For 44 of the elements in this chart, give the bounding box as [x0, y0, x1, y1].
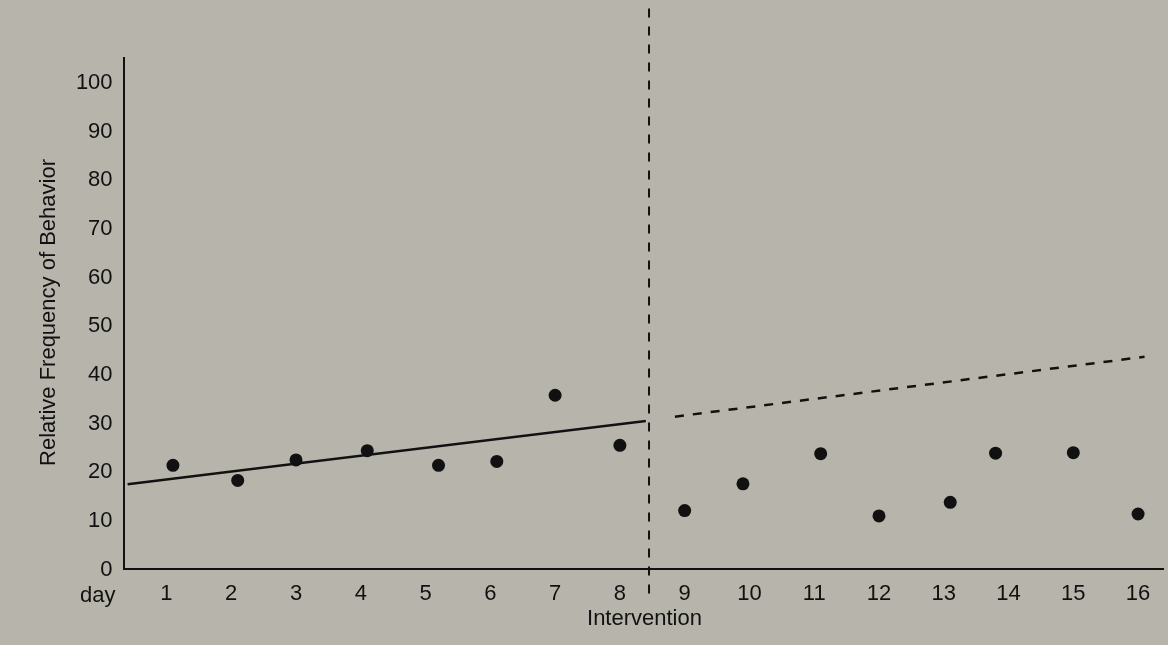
x-tick-label: 5 — [419, 580, 432, 606]
y-tick-label: 80 — [88, 166, 113, 192]
y-tick-label: 0 — [100, 555, 113, 581]
point — [613, 438, 627, 452]
x-tick-label: 15 — [1061, 580, 1086, 606]
x-tick-label: 2 — [225, 580, 238, 606]
y-tick-label: 40 — [88, 361, 113, 387]
y-tick-label: 70 — [88, 215, 113, 241]
y-tick-label: 30 — [88, 409, 113, 435]
x-tick-label: 6 — [484, 580, 497, 606]
y-axis-title: Relative Frequency of Behavior — [35, 159, 61, 466]
point — [490, 454, 504, 468]
point — [1066, 446, 1080, 460]
x-tick-label: 13 — [931, 580, 956, 606]
y-tick-label: 20 — [88, 458, 113, 484]
point — [166, 458, 180, 472]
point — [548, 388, 562, 402]
x-tick-label: 10 — [737, 580, 762, 606]
point — [872, 509, 886, 523]
x-tick-label: 16 — [1125, 580, 1151, 606]
x-tick-label: 11 — [802, 580, 826, 606]
y-tick-label: 90 — [88, 117, 113, 143]
point — [814, 447, 828, 461]
point — [231, 473, 245, 487]
x-tick-label: 14 — [996, 580, 1021, 606]
point — [678, 504, 692, 518]
point — [989, 446, 1003, 460]
point — [943, 495, 957, 509]
y-tick-label: 100 — [75, 69, 113, 95]
x-tick-label: 8 — [613, 580, 627, 606]
text: day — [80, 582, 116, 607]
x-tick-label: 3 — [289, 580, 303, 606]
x-tick-label: 1 — [160, 580, 173, 606]
x-tick-label: 9 — [678, 580, 691, 606]
y-tick-label: 50 — [88, 312, 113, 338]
x-tick-label: 4 — [354, 580, 367, 606]
y-tick-label: 60 — [88, 263, 113, 289]
point — [432, 458, 446, 472]
point — [736, 477, 750, 491]
point — [1131, 507, 1145, 521]
x-tick-label: 7 — [548, 580, 562, 606]
x-axis-title: Intervention — [587, 605, 702, 631]
x-tick-label: 12 — [866, 580, 892, 606]
y-tick-label: 10 — [88, 507, 113, 533]
